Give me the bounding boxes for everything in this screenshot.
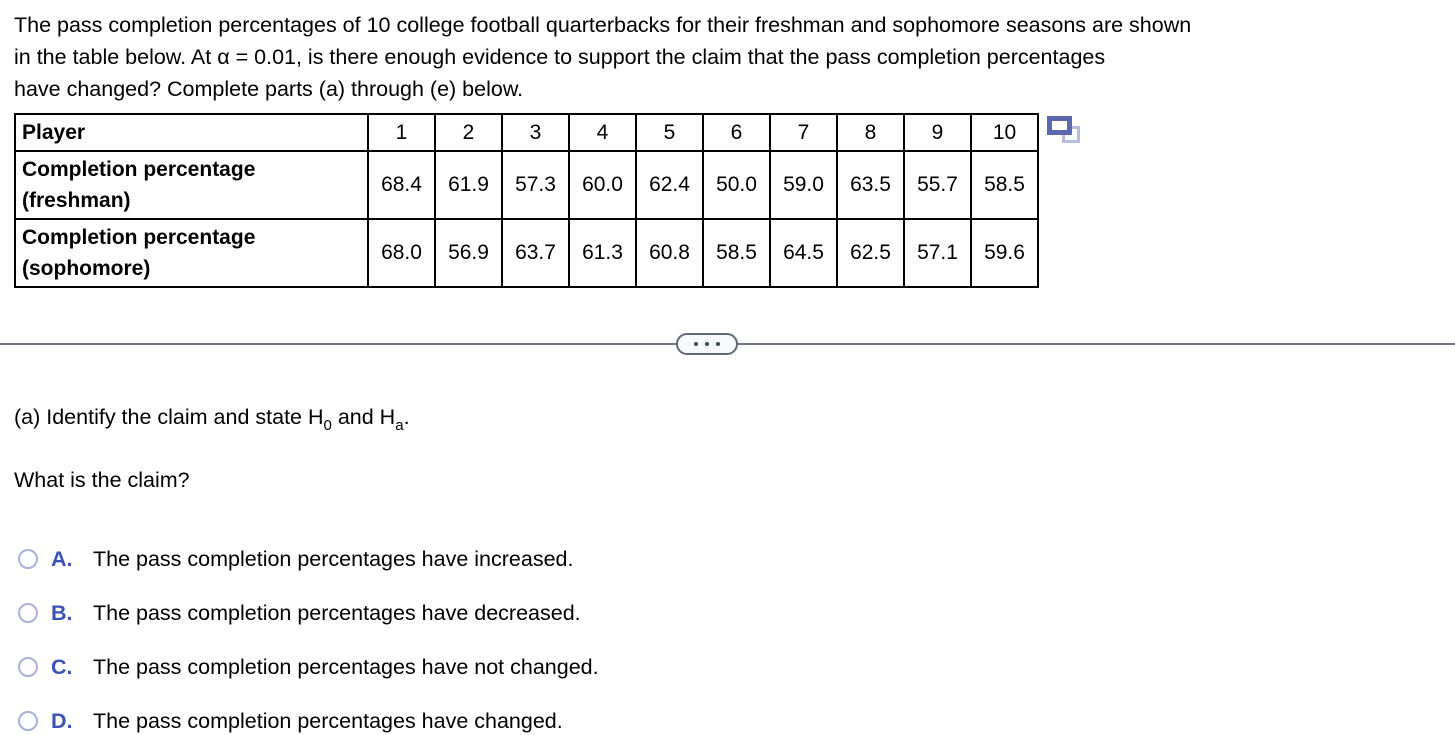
answer-options: A. The pass completion percentages have … [18, 543, 1455, 735]
radio-option-d[interactable] [18, 711, 38, 731]
data-table-section: Player 1 2 3 4 5 6 7 8 9 10 Completion p… [14, 113, 1455, 288]
player-number: 4 [568, 113, 637, 152]
option-b[interactable]: B. The pass completion percentages have … [18, 597, 1455, 629]
freshman-value: 50.0 [702, 150, 771, 220]
freshman-value: 55.7 [903, 150, 972, 220]
option-letter: B. [51, 600, 73, 625]
freshman-value: 58.5 [970, 150, 1039, 220]
row-label-line: (freshman) [22, 189, 131, 212]
copy-icon-front-rect [1047, 116, 1072, 135]
row-label-freshman: Completion percentage (freshman) [14, 150, 369, 220]
freshman-value: 57.3 [501, 150, 570, 220]
freshman-value: 68.4 [367, 150, 436, 220]
player-number: 7 [769, 113, 838, 152]
player-number: 5 [635, 113, 704, 152]
sophomore-value: 57.1 [903, 218, 972, 288]
copy-table-icon[interactable] [1047, 116, 1081, 144]
part-a-text: (a) Identify the claim and state H [14, 405, 324, 429]
problem-statement-line: have changed? Complete parts (a) through… [14, 77, 524, 101]
freshman-value: 63.5 [836, 150, 905, 220]
table-corner-label: Player [14, 113, 369, 152]
sophomore-value: 62.5 [836, 218, 905, 288]
player-number: 8 [836, 113, 905, 152]
sophomore-value: 58.5 [702, 218, 771, 288]
sophomore-value: 59.6 [970, 218, 1039, 288]
option-c[interactable]: C. The pass completion percentages have … [18, 651, 1455, 683]
ellipsis-icon [705, 342, 709, 346]
sophomore-value: 61.3 [568, 218, 637, 288]
row-label-line: Completion percentage [22, 158, 256, 181]
player-number: 3 [501, 113, 570, 152]
ha-subscript: a [395, 417, 404, 434]
player-number: 9 [903, 113, 972, 152]
table-header-row: Player 1 2 3 4 5 6 7 8 9 10 [14, 113, 1039, 152]
option-d[interactable]: D. The pass completion percentages have … [18, 705, 1455, 735]
part-a-text: and H [331, 405, 396, 429]
radio-option-a[interactable] [18, 549, 38, 569]
row-label-line: Completion percentage [22, 226, 256, 249]
freshman-value: 60.0 [568, 150, 637, 220]
option-text: The pass completion percentages have not… [93, 654, 599, 679]
freshman-value: 59.0 [769, 150, 838, 220]
option-a[interactable]: A. The pass completion percentages have … [18, 543, 1455, 575]
freshman-value: 61.9 [434, 150, 503, 220]
option-letter: C. [51, 654, 73, 679]
data-table: Player 1 2 3 4 5 6 7 8 9 10 Completion p… [14, 113, 1039, 288]
option-text: The pass completion percentages have dec… [93, 600, 581, 625]
more-options-button[interactable] [676, 333, 738, 355]
option-text: The pass completion percentages have inc… [93, 546, 574, 571]
option-text: The pass completion percentages have cha… [93, 708, 563, 733]
sophomore-value: 68.0 [367, 218, 436, 288]
player-number: 10 [970, 113, 1039, 152]
radio-option-c[interactable] [18, 657, 38, 677]
freshman-value: 62.4 [635, 150, 704, 220]
sophomore-value: 64.5 [769, 218, 838, 288]
table-row-sophomore: Completion percentage (sophomore) 68.0 5… [14, 218, 1039, 288]
player-number: 1 [367, 113, 436, 152]
problem-statement-line: in the table below. At α = 0.01, is ther… [14, 45, 1106, 69]
h0-subscript: 0 [323, 417, 332, 434]
option-letter: D. [51, 708, 73, 733]
problem-statement: The pass completion percentages of 10 co… [14, 0, 1455, 105]
claim-question: What is the claim? [14, 468, 190, 492]
table-row-freshman: Completion percentage (freshman) 68.4 61… [14, 150, 1039, 220]
option-letter: A. [51, 546, 73, 571]
ellipsis-icon [694, 342, 698, 346]
section-divider [0, 333, 1455, 355]
player-number: 6 [702, 113, 771, 152]
problem-statement-line: The pass completion percentages of 10 co… [14, 13, 1192, 37]
player-number: 2 [434, 113, 503, 152]
sophomore-value: 56.9 [434, 218, 503, 288]
part-a-prompt: (a) Identify the claim and state H0 and … [14, 405, 1455, 433]
row-label-line: (sophomore) [22, 257, 151, 280]
sophomore-value: 60.8 [635, 218, 704, 288]
ellipsis-icon [716, 342, 720, 346]
row-label-sophomore: Completion percentage (sophomore) [14, 218, 369, 288]
part-a-text: . [403, 405, 410, 429]
sophomore-value: 63.7 [501, 218, 570, 288]
radio-option-b[interactable] [18, 603, 38, 623]
